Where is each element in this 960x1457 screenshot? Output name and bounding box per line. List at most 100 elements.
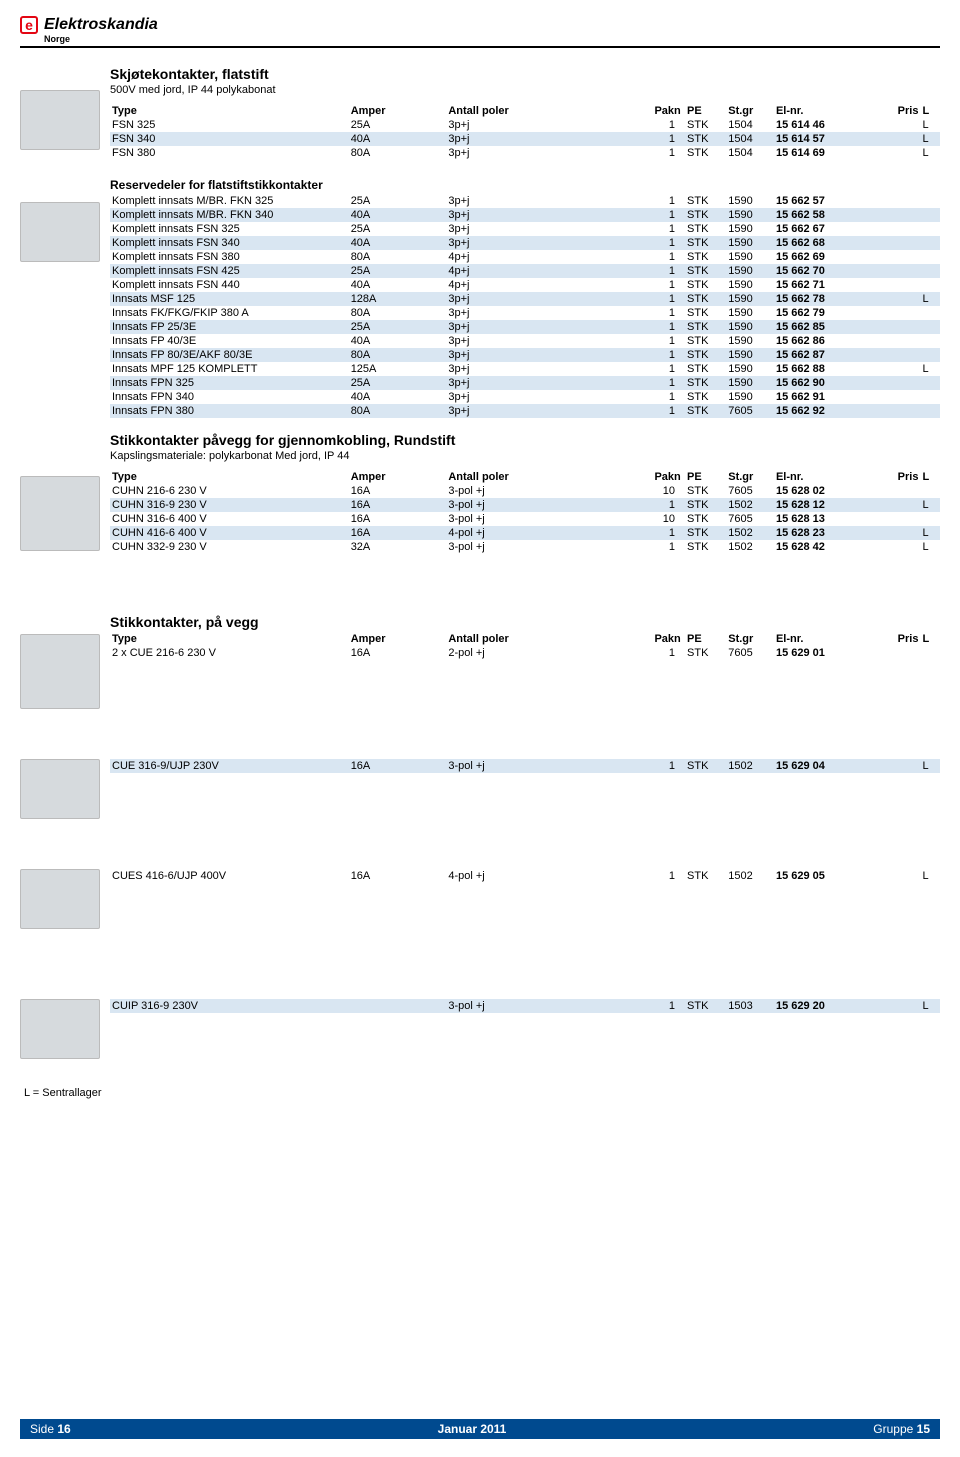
cell-pris [861, 292, 921, 306]
col-header-poler: Antall poler [446, 104, 652, 118]
cell-type: Innsats FPN 325 [110, 376, 349, 390]
cell-stgr: 1590 [726, 390, 774, 404]
cell-type: CUHN 216-6 230 V [110, 484, 349, 498]
table-row: Komplett innsats FSN 44040A4p+j1STK15901… [110, 278, 940, 292]
table-row: Innsats FP 25/3E25A3p+j1STK159015 662 85 [110, 320, 940, 334]
section7-table: CUIP 316-9 230V3-pol +j1STK150315 629 20… [110, 999, 940, 1013]
cell-pakn: 1 [652, 759, 685, 773]
cell-amper: 16A [349, 498, 447, 512]
cell-l [920, 320, 940, 334]
cell-pakn: 1 [652, 999, 685, 1013]
cell-pakn: 1 [652, 540, 685, 554]
cell-type: Innsats FK/FKG/FKIP 380 A [110, 306, 349, 320]
table-row: Innsats FK/FKG/FKIP 380 A80A3p+j1STK1590… [110, 306, 940, 320]
col-header-type: Type [110, 470, 349, 484]
cell-l [920, 278, 940, 292]
cell-l [920, 306, 940, 320]
cell-pe: STK [685, 264, 726, 278]
cell-pakn: 1 [652, 208, 685, 222]
cell-stgr: 1590 [726, 306, 774, 320]
cell-elnr: 15 662 86 [774, 334, 861, 348]
table-row: Komplett innsats M/BR. FKN 32525A3p+j1ST… [110, 194, 940, 208]
cell-amper: 16A [349, 646, 447, 660]
cell-amper: 25A [349, 376, 447, 390]
cell-amper: 32A [349, 540, 447, 554]
cell-pe: STK [685, 348, 726, 362]
product-thumb [20, 202, 100, 262]
cell-stgr: 1590 [726, 264, 774, 278]
table-row: Innsats MPF 125 KOMPLETT125A3p+j1STK1590… [110, 362, 940, 376]
cell-poler: 4p+j [446, 278, 652, 292]
product-thumb [20, 634, 100, 709]
cell-pe: STK [685, 320, 726, 334]
cell-pakn: 1 [652, 132, 685, 146]
cell-l: L [920, 118, 940, 132]
cell-poler: 3p+j [446, 236, 652, 250]
cell-poler: 3p+j [446, 132, 652, 146]
col-header-stgr: St.gr [726, 632, 774, 646]
cell-l [920, 484, 940, 498]
cell-stgr: 1504 [726, 132, 774, 146]
cell-pe: STK [685, 250, 726, 264]
cell-pris [861, 999, 921, 1013]
col-header-type: Type [110, 104, 349, 118]
table-row: Innsats FPN 34040A3p+j1STK159015 662 91 [110, 390, 940, 404]
cell-pe: STK [685, 146, 726, 160]
cell-poler: 3p+j [446, 292, 652, 306]
cell-pe: STK [685, 759, 726, 773]
cell-l [920, 348, 940, 362]
cell-elnr: 15 662 79 [774, 306, 861, 320]
cell-l: L [920, 540, 940, 554]
cell-amper: 40A [349, 334, 447, 348]
cell-elnr: 15 662 85 [774, 320, 861, 334]
cell-elnr: 15 628 23 [774, 526, 861, 540]
cell-pakn: 1 [652, 278, 685, 292]
cell-poler: 3p+j [446, 118, 652, 132]
cell-pris [861, 334, 921, 348]
cell-pe: STK [685, 646, 726, 660]
cell-pe: STK [685, 540, 726, 554]
table-row: CUHN 416-6 400 V16A4-pol +j1STK150215 62… [110, 526, 940, 540]
col-header-pe: PE [685, 632, 726, 646]
cell-stgr: 1590 [726, 348, 774, 362]
cell-l: L [920, 362, 940, 376]
col-header-elnr: El-nr. [774, 470, 861, 484]
cell-pe: STK [685, 236, 726, 250]
cell-stgr: 1504 [726, 118, 774, 132]
table-row: Komplett innsats M/BR. FKN 34040A3p+j1ST… [110, 208, 940, 222]
cell-elnr: 15 662 69 [774, 250, 861, 264]
brand-rule [20, 46, 940, 48]
cell-stgr: 7605 [726, 404, 774, 418]
footer-page-no: 16 [57, 1422, 70, 1436]
product-thumb [20, 999, 100, 1059]
cell-elnr: 15 628 12 [774, 498, 861, 512]
footer-center: Januar 2011 [438, 1422, 507, 1436]
cell-stgr: 1502 [726, 498, 774, 512]
cell-pe: STK [685, 498, 726, 512]
col-header-pris: Pris [861, 632, 921, 646]
cell-poler: 3p+j [446, 222, 652, 236]
cell-pris [861, 348, 921, 362]
cell-pris [861, 132, 921, 146]
section3-subtitle: Kapslingsmateriale: polykarbonat Med jor… [110, 450, 940, 462]
cell-type: Komplett innsats FSN 340 [110, 236, 349, 250]
cell-l: L [920, 132, 940, 146]
cell-pris [861, 376, 921, 390]
cell-amper: 128A [349, 292, 447, 306]
col-header-pe: PE [685, 104, 726, 118]
cell-l [920, 512, 940, 526]
cell-stgr: 1590 [726, 362, 774, 376]
cell-pris [861, 484, 921, 498]
col-header-pris: Pris [861, 470, 921, 484]
cell-poler: 3-pol +j [446, 484, 652, 498]
cell-stgr: 1590 [726, 334, 774, 348]
cell-pe: STK [685, 362, 726, 376]
cell-amper: 16A [349, 526, 447, 540]
cell-type: Komplett innsats M/BR. FKN 325 [110, 194, 349, 208]
cell-amper: 80A [349, 404, 447, 418]
cell-amper: 25A [349, 194, 447, 208]
cell-poler: 3p+j [446, 320, 652, 334]
footer-side-label: Side [30, 1422, 54, 1436]
cell-pris [861, 540, 921, 554]
col-header-pe: PE [685, 470, 726, 484]
